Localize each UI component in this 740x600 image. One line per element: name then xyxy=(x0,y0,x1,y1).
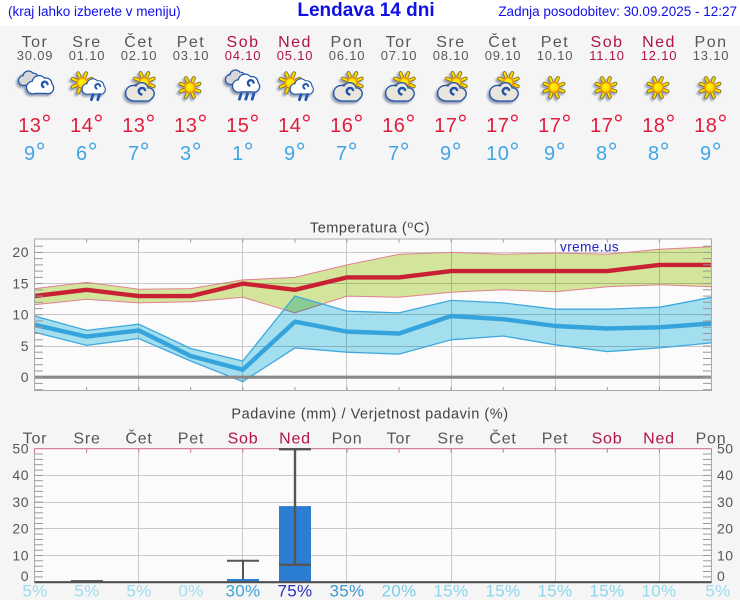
svg-text:0%: 0% xyxy=(178,582,203,600)
svg-text:Pet: Pet xyxy=(542,431,568,448)
svg-text:30: 30 xyxy=(717,494,734,510)
svg-text:20: 20 xyxy=(12,521,29,537)
svg-text:20%: 20% xyxy=(382,582,417,600)
svg-text:20: 20 xyxy=(12,244,29,260)
svg-text:40: 40 xyxy=(12,467,29,483)
svg-text:vreme.us: vreme.us xyxy=(560,240,619,255)
svg-text:15%: 15% xyxy=(590,582,625,600)
svg-text:30%: 30% xyxy=(226,582,261,600)
svg-text:0: 0 xyxy=(21,568,29,584)
svg-text:75%: 75% xyxy=(278,582,313,600)
svg-text:50: 50 xyxy=(12,441,29,457)
svg-text:5%: 5% xyxy=(126,582,151,600)
svg-text:Sob: Sob xyxy=(228,431,259,448)
svg-text:0: 0 xyxy=(21,369,29,385)
svg-text:5%: 5% xyxy=(705,582,730,600)
svg-text:Sre: Sre xyxy=(73,431,100,448)
svg-text:Sob: Sob xyxy=(592,431,623,448)
svg-text:15%: 15% xyxy=(486,582,521,600)
svg-text:35%: 35% xyxy=(330,582,365,600)
svg-text:15: 15 xyxy=(12,275,29,291)
svg-text:15%: 15% xyxy=(538,582,573,600)
svg-text:Pet: Pet xyxy=(178,431,204,448)
svg-text:5%: 5% xyxy=(74,582,99,600)
svg-text:15%: 15% xyxy=(434,582,469,600)
svg-text:Pon: Pon xyxy=(332,431,363,448)
svg-text:10%: 10% xyxy=(642,582,677,600)
svg-text:0: 0 xyxy=(717,568,725,584)
svg-text:Sre: Sre xyxy=(437,431,464,448)
svg-text:10: 10 xyxy=(12,307,29,323)
svg-text:Ned: Ned xyxy=(643,431,675,448)
svg-text:5%: 5% xyxy=(22,582,47,600)
svg-text:10: 10 xyxy=(717,547,734,563)
svg-text:30: 30 xyxy=(12,494,29,510)
svg-text:5: 5 xyxy=(21,338,29,354)
svg-text:50: 50 xyxy=(717,441,734,457)
svg-text:40: 40 xyxy=(717,467,734,483)
svg-text:Čet: Čet xyxy=(489,429,516,448)
svg-text:Ned: Ned xyxy=(279,431,311,448)
svg-text:20: 20 xyxy=(717,521,734,537)
svg-text:Pon: Pon xyxy=(696,431,727,448)
svg-text:10: 10 xyxy=(12,547,29,563)
svg-text:Padavine (mm) / Verjetnost pad: Padavine (mm) / Verjetnost padavin (%) xyxy=(231,407,508,423)
svg-text:Tor: Tor xyxy=(387,431,412,448)
svg-text:Temperatura (oC): Temperatura (oC) xyxy=(310,219,430,237)
svg-text:Čet: Čet xyxy=(125,429,152,448)
svg-text:Tor: Tor xyxy=(23,431,48,448)
